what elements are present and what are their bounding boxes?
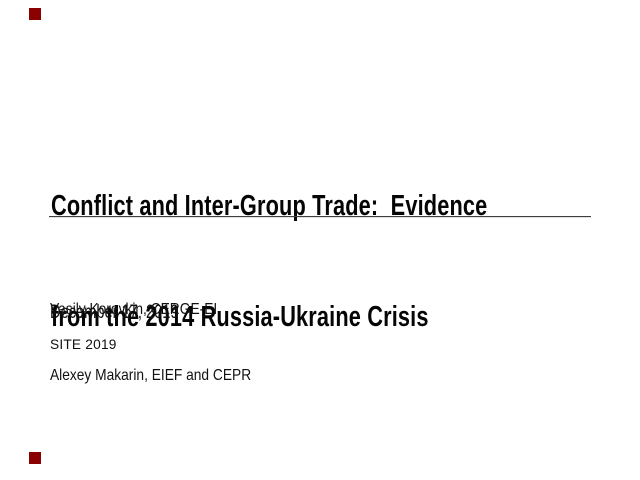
venue-label: SITE 2019 bbox=[50, 336, 117, 352]
slide-title-line1: Conflict and Inter-Group Trade: Evidence bbox=[51, 190, 488, 222]
presentation-date: December 17, 2019 bbox=[50, 302, 179, 323]
corner-marker-top bbox=[29, 8, 41, 20]
slide-title-line2: from the 2014 Russia-Ukraine Crisis bbox=[51, 301, 429, 333]
corner-marker-bottom bbox=[29, 452, 41, 464]
author-block: Vasily Korovkin, CERGE-EI Alexey Makarin… bbox=[50, 255, 251, 431]
title-separator-rule bbox=[49, 216, 591, 217]
author-line-1: Vasily Korovkin, CERGE-EI bbox=[50, 301, 218, 318]
author-line-2: Alexey Makarin, EIEF and CEPR bbox=[50, 367, 252, 384]
